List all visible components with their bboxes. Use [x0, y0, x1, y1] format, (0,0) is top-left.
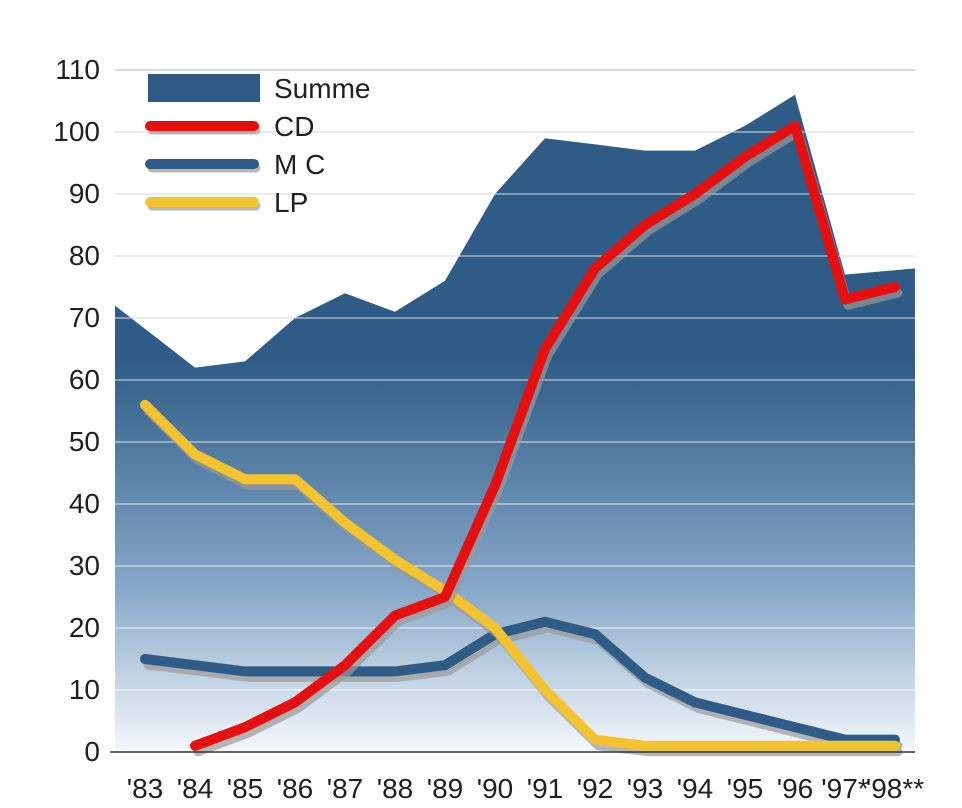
x-tick-label: '98**: [866, 773, 924, 804]
x-tick-label: '88: [377, 773, 414, 804]
x-tick-label: '89: [427, 773, 464, 804]
mc-line-shadow: [143, 623, 903, 751]
y-tick-label: 80: [69, 240, 100, 271]
x-tick-label: '93: [627, 773, 664, 804]
x-tick-label: '92: [577, 773, 614, 804]
x-tick-label: '87: [327, 773, 364, 804]
x-tick-label: '95: [727, 773, 764, 804]
x-tick-label: '97*: [821, 773, 868, 804]
x-tick-label: '90: [477, 773, 514, 804]
x-tick-label: '84: [177, 773, 214, 804]
y-tick-label: 50: [69, 426, 100, 457]
x-tick-label: '96: [777, 773, 814, 804]
lp-line: [140, 399, 900, 751]
legend-label-summe: Summe: [274, 73, 370, 104]
y-tick-label: 0: [84, 736, 100, 767]
legend-label-cd: CD: [274, 111, 314, 142]
y-tick-label: 110: [55, 54, 100, 85]
y-tick-label: 30: [69, 550, 100, 581]
x-tick-label: '85: [227, 773, 264, 804]
legend: Summe CD M C LP: [145, 73, 370, 218]
x-tick-label: '94: [677, 773, 714, 804]
legend-swatch-summe: [148, 74, 260, 102]
legend-label-lp: LP: [274, 187, 308, 218]
axes: 0 10 20 30 40 50 60 70 80 90 100 110 '83 '84 '85 '86 '87…: [53, 54, 924, 804]
cd-line: [190, 120, 900, 751]
lines-layer: [140, 120, 903, 757]
y-tick-label: 10: [69, 674, 100, 705]
x-tick-label: '91: [527, 773, 564, 804]
y-tick-label: 90: [69, 178, 100, 209]
mc-line: [140, 616, 900, 745]
y-tick-label: 60: [69, 364, 100, 395]
x-tick-label: '83: [127, 773, 164, 804]
y-tick-label: 40: [69, 488, 100, 519]
y-tick-label: 20: [69, 612, 100, 643]
legend-label-mc: M C: [274, 149, 325, 180]
x-tick-label: '86: [277, 773, 314, 804]
y-tick-label: 70: [69, 302, 100, 333]
y-tick-label: 100: [53, 116, 100, 147]
